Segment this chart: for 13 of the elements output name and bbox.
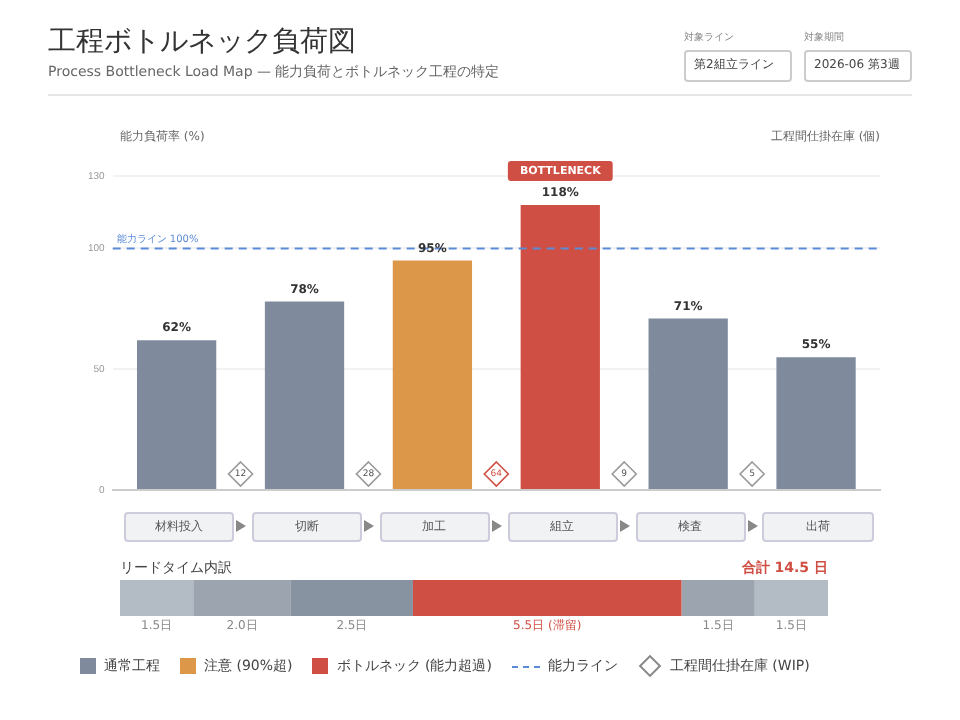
bar — [290, 580, 413, 616]
bar — [681, 580, 755, 616]
bar — [193, 580, 291, 616]
bar — [776, 357, 856, 489]
chart-title: 工程ボトルネック負荷図 — [48, 24, 356, 60]
bar — [264, 301, 345, 489]
bar — [412, 580, 682, 616]
bar — [520, 204, 600, 489]
bar — [648, 318, 728, 489]
bar — [754, 580, 828, 616]
bar — [136, 340, 217, 489]
bar — [392, 260, 473, 489]
bar — [120, 580, 194, 616]
